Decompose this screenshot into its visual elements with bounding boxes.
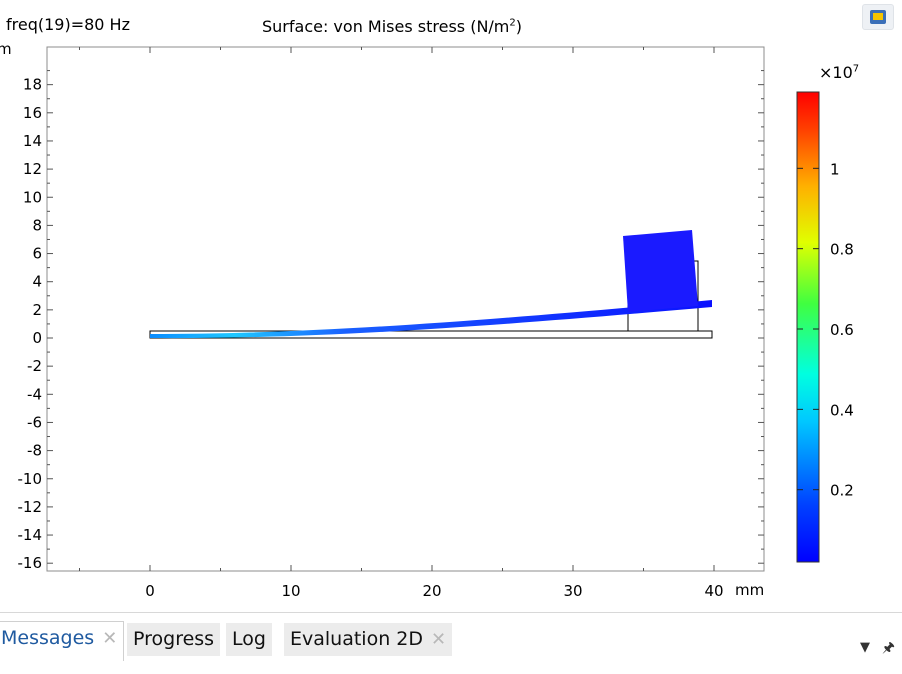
colorbar-ticks: 1 0.8 0.6 0.4 0.2 [797, 160, 854, 500]
colorbar-tick-label: 1 [830, 160, 840, 178]
frequency-label: freq(19)=80 Hz [6, 15, 130, 34]
chevron-down-icon[interactable]: ▼ [860, 640, 870, 655]
colorbar-tick-label: 0.6 [830, 321, 854, 339]
y-tick-label: -2 [27, 357, 42, 375]
colorbar [796, 91, 820, 563]
y-tick-label: -12 [18, 498, 43, 516]
tab-evaluation-2d[interactable]: Evaluation 2D ✕ [284, 623, 453, 656]
tab-progress-label: Progress [133, 628, 215, 650]
y-tick-label: 4 [32, 273, 42, 291]
y-axis-unit: m [0, 40, 12, 58]
y-tick-label: -16 [18, 554, 43, 572]
x-tick-label: 40 [704, 582, 723, 600]
x-axis-unit: mm [735, 581, 765, 599]
x-tick-label: 0 [145, 582, 155, 600]
colorbar-tick-label: 0.4 [830, 401, 854, 419]
colorbar-multiplier-base: ×10 [819, 63, 853, 82]
plot-title-main: Surface: von Mises stress (N/m [262, 17, 510, 36]
colorbar-tick-label: 0.8 [830, 241, 854, 259]
y-tick-label: 18 [23, 76, 42, 94]
y-tick-label: -8 [27, 442, 42, 460]
graphics-toolbar-button[interactable] [862, 4, 894, 30]
y-tick-labels: 18 16 14 12 10 8 6 4 2 0 -2 -4 -6 -8 -10 -12 -14 -16 [18, 76, 43, 573]
y-tick-label: 10 [23, 188, 42, 206]
y-tick-label: -6 [27, 413, 42, 431]
x-tick-label: 20 [422, 582, 441, 600]
y-tick-label: -14 [18, 526, 43, 544]
x-tick-label: 10 [281, 582, 300, 600]
tab-progress[interactable]: Progress [127, 623, 221, 656]
plot-title-sup: 2 [509, 17, 516, 29]
tab-messages-label: Messages [1, 627, 95, 649]
messages-tab-bar: Messages ✕ Progress Log Evaluation 2D ✕ ▼ … [0, 612, 902, 674]
plot-title: Surface: von Mises stress (N/m2) [262, 17, 522, 36]
y-tick-label: 8 [32, 216, 42, 234]
y-tick-label: -10 [18, 470, 43, 488]
tab-log-label: Log [232, 628, 266, 650]
close-icon[interactable]: ✕ [431, 629, 447, 650]
plot-title-end: ) [515, 17, 523, 36]
y-tick-label: -4 [27, 385, 42, 403]
window-icon [870, 10, 886, 24]
tab-evaluation-2d-label: Evaluation 2D [290, 628, 424, 650]
close-icon[interactable]: ✕ [102, 628, 118, 649]
tab-log[interactable]: Log [226, 623, 272, 656]
y-tick-label: 2 [32, 301, 42, 319]
deformed-beam [150, 300, 712, 339]
pin-icon[interactable]: 🖈 [882, 640, 895, 656]
y-tick-label: 0 [32, 329, 42, 347]
y-tick-label: 16 [23, 104, 42, 122]
graphics-window[interactable]: 18 16 14 12 10 8 6 4 2 0 -2 -4 -6 -8 -10 -12 -14 -16 0 10 2… [0, 0, 902, 604]
x-tick-label: 30 [563, 582, 582, 600]
y-tick-label: 6 [32, 245, 42, 263]
y-tick-label: 14 [23, 132, 42, 150]
x-tick-labels: 0 10 20 30 40 [145, 582, 723, 600]
colorbar-multiplier: ×107 [819, 63, 859, 82]
y-tick-label: 12 [23, 160, 42, 178]
colorbar-exponent: 7 [852, 63, 860, 75]
deformed-mass [623, 230, 698, 312]
colorbar-tick-label: 0.2 [830, 482, 854, 500]
axis-ticks [47, 47, 764, 571]
tab-messages[interactable]: Messages ✕ [0, 621, 125, 661]
